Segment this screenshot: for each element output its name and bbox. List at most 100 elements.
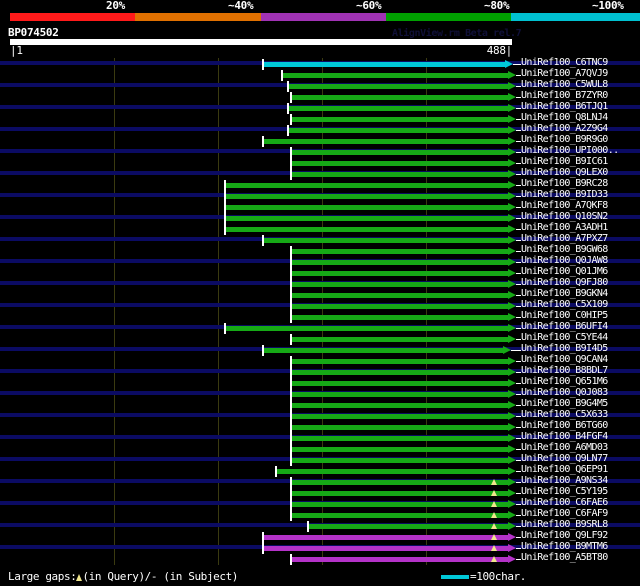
hit-alignment-bar[interactable]	[226, 326, 508, 331]
hit-alignment-bar[interactable]	[292, 480, 508, 485]
alignment-hit-row[interactable]	[0, 256, 640, 268]
alignment-hit-row[interactable]	[0, 190, 640, 202]
alignment-hit-row[interactable]	[0, 531, 640, 543]
hit-alignment-bar[interactable]	[289, 84, 508, 89]
alignment-hit-row[interactable]	[0, 333, 640, 345]
hit-alignment-bar[interactable]	[292, 271, 508, 276]
hit-alignment-bar[interactable]	[292, 447, 508, 452]
hit-accession-label[interactable]: UniRef100_B9G4M5	[521, 398, 608, 409]
hit-alignment-bar[interactable]	[292, 381, 508, 386]
alignment-hit-row[interactable]	[0, 443, 640, 455]
hit-accession-label[interactable]: UniRef100_C6FAE6	[521, 497, 608, 508]
hit-accession-label[interactable]: UniRef100_C6TNC9	[521, 57, 608, 68]
hit-accession-label[interactable]: UniRef100_B4FGF4	[521, 431, 608, 442]
hit-alignment-bar[interactable]	[292, 425, 508, 430]
hit-alignment-bar[interactable]	[226, 216, 508, 221]
hit-alignment-bar[interactable]	[309, 524, 508, 529]
hit-alignment-bar[interactable]	[292, 436, 508, 441]
alignment-hit-row[interactable]	[0, 58, 640, 70]
hit-alignment-bar[interactable]	[292, 337, 508, 342]
alignment-hit-row[interactable]	[0, 399, 640, 411]
hit-accession-label[interactable]: UniRef100_A5BT80	[521, 552, 608, 563]
hit-alignment-bar[interactable]	[292, 293, 508, 298]
alignment-hit-row[interactable]	[0, 454, 640, 466]
alignment-hit-row[interactable]	[0, 476, 640, 488]
hit-accession-label[interactable]: UniRef100_B9R9G0	[521, 134, 608, 145]
alignment-hit-row[interactable]	[0, 509, 640, 521]
hit-accession-label[interactable]: UniRef100_A2Z9G4	[521, 123, 608, 134]
hit-accession-label[interactable]: UniRef100_UPI000..	[521, 145, 619, 156]
alignment-hit-row[interactable]	[0, 146, 640, 158]
hit-accession-label[interactable]: UniRef100_Q10SN2	[521, 211, 608, 222]
alignment-hit-row[interactable]	[0, 300, 640, 312]
hit-alignment-bar[interactable]	[264, 348, 503, 353]
alignment-hit-row[interactable]	[0, 102, 640, 114]
hit-accession-label[interactable]: UniRef100_B7ZYR0	[521, 90, 608, 101]
hit-accession-label[interactable]: UniRef100_Q01JM6	[521, 266, 608, 277]
alignment-hit-row[interactable]	[0, 344, 640, 356]
hit-alignment-bar[interactable]	[292, 95, 508, 100]
hit-accession-label[interactable]: UniRef100_Q8LNJ4	[521, 112, 608, 123]
hit-alignment-bar[interactable]	[289, 128, 508, 133]
hit-accession-label[interactable]: UniRef100_Q9LEX0	[521, 167, 608, 178]
alignment-hit-row[interactable]	[0, 465, 640, 477]
hit-accession-label[interactable]: UniRef100_B9SRL8	[521, 519, 608, 530]
hit-accession-label[interactable]: UniRef100_A6MD03	[521, 442, 608, 453]
hit-accession-label[interactable]: UniRef100_C6FAF9	[521, 508, 608, 519]
hit-alignment-bar[interactable]	[292, 117, 508, 122]
hit-accession-label[interactable]: UniRef100_Q651M6	[521, 376, 608, 387]
hit-alignment-bar[interactable]	[226, 227, 508, 232]
hit-alignment-bar[interactable]	[292, 502, 508, 507]
hit-alignment-bar[interactable]	[289, 106, 508, 111]
hit-alignment-bar[interactable]	[264, 546, 508, 551]
hit-alignment-bar[interactable]	[264, 238, 508, 243]
hit-alignment-bar[interactable]	[226, 183, 508, 188]
alignment-hit-row[interactable]	[0, 234, 640, 246]
hit-alignment-bar[interactable]	[292, 249, 508, 254]
hit-accession-label[interactable]: UniRef100_C5WUL8	[521, 79, 608, 90]
hit-accession-label[interactable]: UniRef100_B9RC28	[521, 178, 608, 189]
alignment-hit-row[interactable]	[0, 289, 640, 301]
alignment-hit-row[interactable]	[0, 201, 640, 213]
alignment-hit-row[interactable]	[0, 498, 640, 510]
hit-accession-label[interactable]: UniRef100_B6TJQ1	[521, 101, 608, 112]
alignment-hit-row[interactable]	[0, 91, 640, 103]
hit-accession-label[interactable]: UniRef100_C0HIP5	[521, 310, 608, 321]
hit-alignment-bar[interactable]	[292, 172, 508, 177]
hit-accession-label[interactable]: UniRef100_B6UFI4	[521, 321, 608, 332]
hit-alignment-bar[interactable]	[226, 205, 508, 210]
hit-alignment-bar[interactable]	[292, 458, 508, 463]
alignment-hit-row[interactable]	[0, 487, 640, 499]
hit-alignment-bar[interactable]	[292, 282, 508, 287]
alignment-hit-row[interactable]	[0, 311, 640, 323]
alignment-hit-row[interactable]	[0, 542, 640, 554]
hit-accession-label[interactable]: UniRef100_B9GW68	[521, 244, 608, 255]
hit-accession-label[interactable]: UniRef100_A9NS34	[521, 475, 608, 486]
hit-accession-label[interactable]: UniRef100_A7QKF8	[521, 200, 608, 211]
hit-alignment-bar[interactable]	[277, 469, 508, 474]
hit-accession-label[interactable]: UniRef100_B9MTM6	[521, 541, 608, 552]
hit-alignment-bar[interactable]	[292, 370, 508, 375]
alignment-hit-row[interactable]	[0, 179, 640, 191]
hit-accession-label[interactable]: UniRef100_C5YE44	[521, 332, 608, 343]
alignment-hit-row[interactable]	[0, 245, 640, 257]
hit-accession-label[interactable]: UniRef100_Q9LN77	[521, 453, 608, 464]
alignment-hit-row[interactable]	[0, 212, 640, 224]
alignment-hit-row[interactable]	[0, 553, 640, 565]
hit-alignment-bar[interactable]	[292, 392, 508, 397]
alignment-hit-row[interactable]	[0, 168, 640, 180]
hit-alignment-bar[interactable]	[292, 513, 508, 518]
hit-accession-label[interactable]: UniRef100_B6TG60	[521, 420, 608, 431]
alignment-hit-row[interactable]	[0, 520, 640, 532]
alignment-hit-row[interactable]	[0, 135, 640, 147]
hit-accession-label[interactable]: UniRef100_B8BDL7	[521, 365, 608, 376]
alignment-hit-row[interactable]	[0, 124, 640, 136]
hit-alignment-bar[interactable]	[292, 491, 508, 496]
hit-accession-label[interactable]: UniRef100_C5X633	[521, 409, 608, 420]
hit-accession-label[interactable]: UniRef100_C5X109	[521, 299, 608, 310]
hit-alignment-bar[interactable]	[292, 414, 508, 419]
alignment-hit-row[interactable]	[0, 157, 640, 169]
hit-accession-label[interactable]: UniRef100_B9ID33	[521, 189, 608, 200]
hit-alignment-bar[interactable]	[264, 535, 508, 540]
hit-alignment-bar[interactable]	[264, 139, 508, 144]
